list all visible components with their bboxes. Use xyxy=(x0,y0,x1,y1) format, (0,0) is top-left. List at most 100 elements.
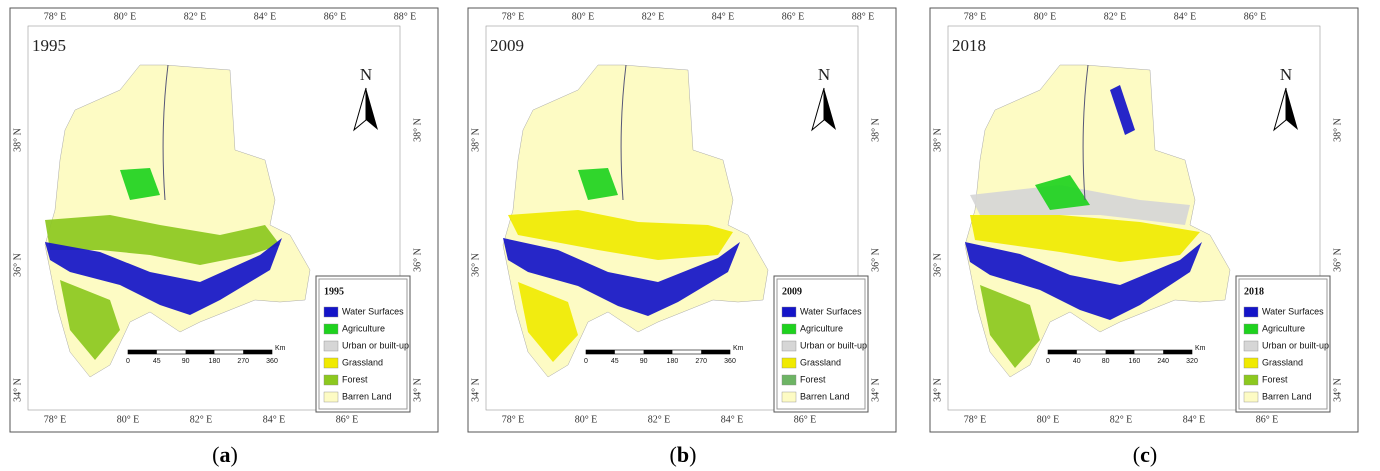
north-label: N xyxy=(1280,65,1292,84)
scale-bar-segment xyxy=(1048,350,1077,354)
legend-label: Forest xyxy=(800,374,826,384)
caption-part: ( xyxy=(670,442,677,467)
scale-bar-segment xyxy=(701,350,730,354)
scale-label: 240 xyxy=(1157,358,1169,365)
scale-label: 40 xyxy=(1073,358,1081,365)
scale-bar-segment xyxy=(186,350,215,354)
lon-label: 86° E xyxy=(1256,414,1279,425)
lat-label: 34° N xyxy=(870,378,881,402)
legend-swatch xyxy=(1244,341,1258,351)
north-label: N xyxy=(818,65,830,84)
lon-label: 80° E xyxy=(572,11,595,22)
legend-swatch xyxy=(324,341,338,351)
legend-swatch xyxy=(324,358,338,368)
north-label: N xyxy=(360,65,372,84)
scale-label: 360 xyxy=(724,358,736,365)
legend-swatch xyxy=(782,324,796,334)
lon-label: 86° E xyxy=(1244,11,1267,22)
lon-label: 80° E xyxy=(114,11,137,22)
legend-label: Grassland xyxy=(342,357,383,367)
legend-label: Agriculture xyxy=(1262,323,1305,333)
scale-label: 0 xyxy=(126,358,130,365)
legend-label: Water Surfaces xyxy=(800,306,862,316)
caption-part: c xyxy=(1140,442,1150,467)
lon-label: 88° E xyxy=(394,11,417,22)
legend-swatch xyxy=(324,375,338,385)
map-panel: 78° E80° E82° E84° E86° E88° E78° E80° E… xyxy=(10,8,438,467)
year-label: 2018 xyxy=(952,36,986,55)
legend-label: Forest xyxy=(342,374,368,384)
scale-unit: Km xyxy=(275,345,286,352)
scale-unit: Km xyxy=(733,345,744,352)
lon-label: 84° E xyxy=(263,414,286,425)
legend-swatch xyxy=(782,307,796,317)
lat-label: 38° N xyxy=(470,128,481,152)
lon-label: 82° E xyxy=(642,11,665,22)
lat-label: 38° N xyxy=(412,118,423,142)
lat-label: 36° N xyxy=(412,248,423,272)
legend-label: Barren Land xyxy=(1262,391,1312,401)
scale-label: 160 xyxy=(1129,358,1141,365)
scale-label: 45 xyxy=(153,358,161,365)
lon-label: 84° E xyxy=(721,414,744,425)
lon-label: 82° E xyxy=(648,414,671,425)
lon-label: 80° E xyxy=(117,414,140,425)
caption: (c) xyxy=(1133,442,1157,467)
legend-swatch xyxy=(1244,392,1258,402)
scale-bar-segment xyxy=(586,350,615,354)
scale-bar-segment xyxy=(1163,350,1192,354)
lat-label: 34° N xyxy=(470,378,481,402)
lon-label: 86° E xyxy=(794,414,817,425)
lon-label: 88° E xyxy=(852,11,875,22)
lat-label: 38° N xyxy=(932,128,943,152)
legend-label: Urban or built-up xyxy=(800,340,867,350)
legend-swatch xyxy=(1244,307,1258,317)
lon-label: 78° E xyxy=(44,11,67,22)
legend-label: Barren Land xyxy=(342,391,392,401)
legend-label: Water Surfaces xyxy=(342,306,404,316)
legend-swatch xyxy=(324,392,338,402)
lat-label: 36° N xyxy=(1332,248,1343,272)
legend-label: Agriculture xyxy=(342,323,385,333)
year-label: 1995 xyxy=(32,36,66,55)
scale-label: 0 xyxy=(584,358,588,365)
scale-bar-segment xyxy=(243,350,272,354)
legend-label: Urban or built-up xyxy=(1262,340,1329,350)
year-label: 2009 xyxy=(490,36,524,55)
scale-label: 320 xyxy=(1186,358,1198,365)
lat-label: 36° N xyxy=(932,253,943,277)
lat-label: 36° N xyxy=(12,253,23,277)
scale-label: 360 xyxy=(266,358,278,365)
caption-part: a xyxy=(220,442,231,467)
legend-label: Barren Land xyxy=(800,391,850,401)
scale-unit: Km xyxy=(1195,345,1206,352)
legend-swatch xyxy=(1244,358,1258,368)
lon-label: 78° E xyxy=(964,11,987,22)
scale-label: 45 xyxy=(611,358,619,365)
lon-label: 86° E xyxy=(336,414,359,425)
caption: (a) xyxy=(212,442,238,467)
scale-label: 90 xyxy=(640,358,648,365)
lon-label: 78° E xyxy=(964,414,987,425)
legend-swatch xyxy=(324,324,338,334)
lon-label: 82° E xyxy=(1110,414,1133,425)
caption: (b) xyxy=(670,442,697,467)
lon-label: 80° E xyxy=(1037,414,1060,425)
lon-label: 78° E xyxy=(502,11,525,22)
lon-label: 84° E xyxy=(1174,11,1197,22)
lat-label: 38° N xyxy=(1332,118,1343,142)
scale-label: 90 xyxy=(182,358,190,365)
legend-label: Water Surfaces xyxy=(1262,306,1324,316)
lon-label: 82° E xyxy=(190,414,213,425)
legend-swatch xyxy=(782,375,796,385)
lat-label: 34° N xyxy=(412,378,423,402)
scale-label: 0 xyxy=(1046,358,1050,365)
caption-part: ) xyxy=(1150,442,1157,467)
lat-label: 38° N xyxy=(12,128,23,152)
scale-label: 270 xyxy=(237,358,249,365)
caption-part: ) xyxy=(689,442,696,467)
lat-label: 34° N xyxy=(1332,378,1343,402)
lat-label: 36° N xyxy=(870,248,881,272)
